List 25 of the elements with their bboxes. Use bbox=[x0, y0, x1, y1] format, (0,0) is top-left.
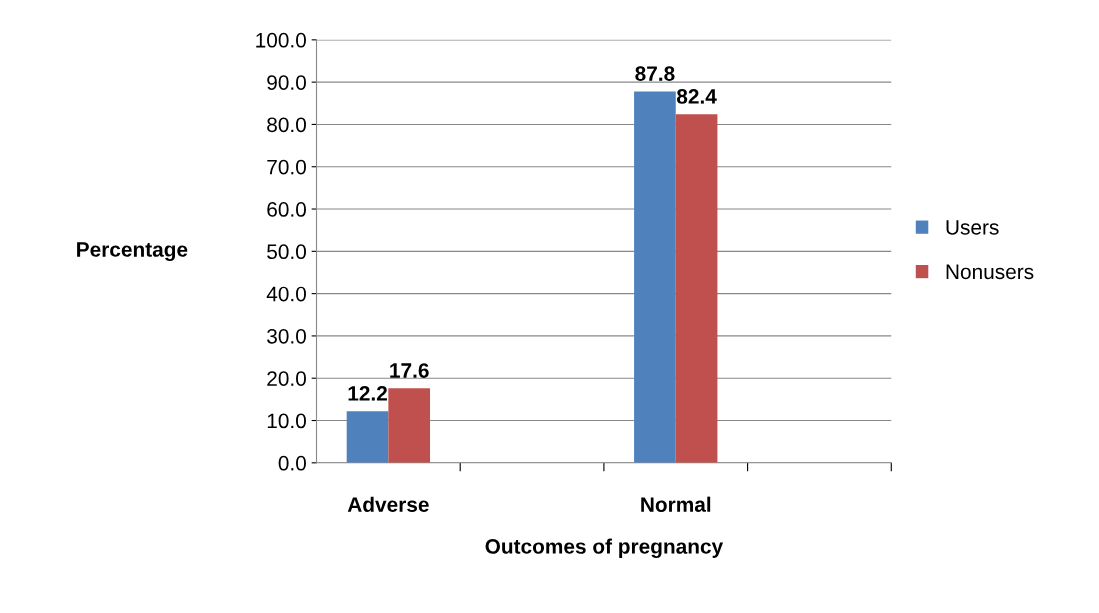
y-tick-label: 70.0 bbox=[267, 159, 306, 175]
y-axis-title: Percentage bbox=[77, 242, 188, 262]
bar bbox=[346, 411, 389, 463]
y-tick-label: 20.0 bbox=[267, 371, 306, 386]
y-tick-label: 0.0 bbox=[278, 455, 306, 471]
y-tick-label: 90.0 bbox=[267, 75, 306, 90]
data-label: 12.2 bbox=[348, 386, 387, 401]
y-tick-label: 50.0 bbox=[267, 244, 306, 260]
data-label: 17.6 bbox=[390, 363, 429, 378]
y-tick-label: 100.0 bbox=[256, 32, 306, 48]
legend-label: Nonusers bbox=[946, 264, 1034, 280]
bar bbox=[675, 114, 718, 463]
y-tick-label: 10.0 bbox=[267, 413, 306, 429]
y-tick-label: 80.0 bbox=[267, 117, 306, 133]
x-tick-label: Normal bbox=[641, 496, 711, 512]
bar bbox=[634, 91, 676, 463]
bar bbox=[388, 388, 431, 463]
data-label: 87.8 bbox=[635, 66, 675, 81]
y-tick-label: 60.0 bbox=[267, 202, 306, 217]
y-tick-label: 30.0 bbox=[267, 328, 306, 344]
data-label: 82.4 bbox=[676, 89, 717, 104]
x-tick-label: Adverse bbox=[347, 496, 429, 512]
y-tick-label: 40.0 bbox=[266, 286, 306, 302]
x-axis-title: Outcomes of pregnancy bbox=[485, 538, 724, 559]
legend-label: Users bbox=[946, 220, 999, 235]
